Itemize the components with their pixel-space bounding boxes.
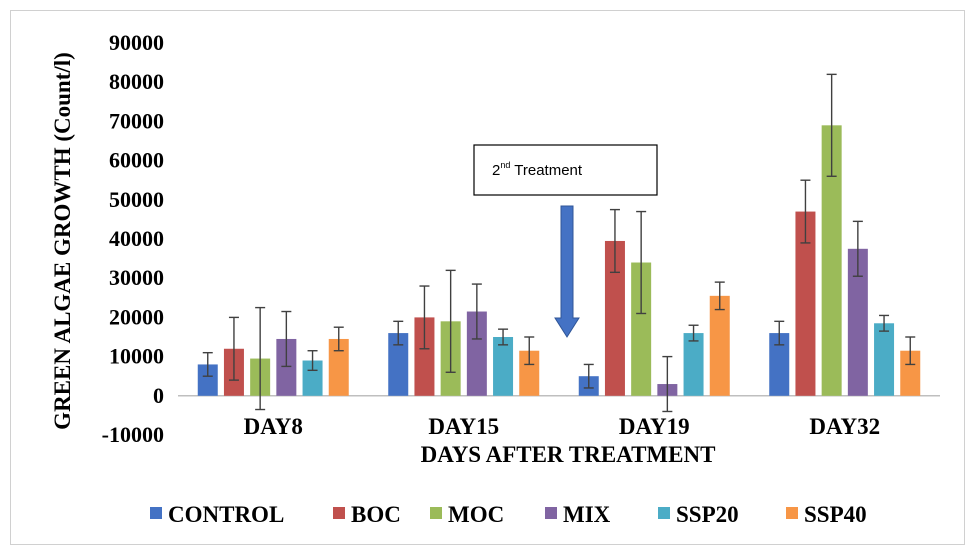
y-tick-label: 20000: [109, 304, 164, 329]
legend-swatch-control: [150, 507, 162, 519]
legend-swatch-moc: [430, 507, 442, 519]
legend-swatch-ssp40: [786, 507, 798, 519]
y-tick-label: 80000: [109, 69, 164, 94]
error-bar: [281, 310, 292, 368]
bar-boc-day32: [795, 211, 816, 396]
annotation-superscript: nd: [500, 160, 510, 170]
x-axis-title: DAYS AFTER TREATMENT: [421, 442, 716, 467]
bar-ssp40-day19: [709, 295, 730, 396]
bar-mix-day8: [276, 338, 297, 396]
bar-ssp20-day8: [302, 360, 323, 396]
error-bar: [852, 220, 863, 277]
bar-boc-day15: [414, 317, 435, 396]
legend-swatch-ssp20: [658, 507, 670, 519]
bar-moc-day32: [821, 125, 842, 396]
y-tick-label: 0: [153, 383, 164, 408]
bar-moc-day19: [631, 262, 652, 396]
legend-label-mix: MIX: [563, 502, 611, 527]
y-tick-label: 10000: [109, 344, 164, 369]
error-bar: [228, 316, 239, 381]
error-bar: [826, 73, 837, 177]
legend-label-control: CONTROL: [168, 502, 284, 527]
annotation-number: 2: [492, 162, 500, 179]
error-bar: [419, 285, 430, 350]
x-category-label: DAY32: [809, 414, 880, 439]
y-tick-label: 60000: [109, 148, 164, 173]
bar-control-day32: [769, 333, 790, 396]
error-bar: [445, 269, 456, 373]
bar-ssp20-day15: [493, 337, 514, 396]
error-bar: [393, 320, 404, 346]
error-bar: [471, 283, 482, 340]
bar-control-day8: [197, 364, 218, 396]
legend-label-ssp40: SSP40: [804, 502, 867, 527]
error-bar: [609, 208, 620, 274]
x-category-label: DAY19: [619, 414, 690, 439]
error-bar: [688, 324, 699, 342]
bar-series-group: [197, 125, 921, 396]
y-axis-ticks: -10000 0 10000 20000 30000 40000 50000 60000 700…: [102, 30, 164, 447]
legend: CONTROL BOC MOC MIX SSP20 SSP40: [150, 502, 867, 527]
x-category-label: DAY15: [428, 414, 499, 439]
bar-ssp40-day32: [900, 350, 921, 396]
y-tick-label: 50000: [109, 187, 164, 212]
legend-label-ssp20: SSP20: [676, 502, 739, 527]
bar-ssp20-day19: [683, 333, 704, 396]
legend-swatch-mix: [545, 507, 557, 519]
annotation-label: 2nd Treatment: [492, 160, 583, 179]
error-bar: [905, 336, 916, 366]
error-bar: [800, 179, 811, 244]
bar-ssp20-day32: [874, 323, 895, 396]
annotation-rest: Treatment: [510, 162, 583, 179]
error-bar: [307, 350, 318, 372]
error-bar: [774, 320, 785, 346]
treatment-annotation: 2nd Treatment: [473, 144, 658, 338]
error-bar: [714, 281, 725, 311]
x-category-label: DAY8: [244, 414, 303, 439]
bar-ssp40-day15: [519, 350, 540, 396]
annotation-box: [473, 144, 658, 196]
y-tick-label: 70000: [109, 108, 164, 133]
bar-mix-day15: [466, 311, 487, 396]
legend-label-boc: BOC: [351, 502, 401, 527]
error-bar: [636, 210, 647, 315]
error-bar: [879, 314, 890, 332]
error-bars-group: [202, 73, 916, 413]
bar-control-day15: [388, 333, 409, 396]
y-axis-title: GREEN ALGAE GROWTH (Count/l): [50, 52, 75, 430]
error-bar: [524, 336, 535, 366]
legend-swatch-boc: [333, 507, 345, 519]
down-arrow-icon: [554, 205, 580, 338]
y-tick-label: 90000: [109, 30, 164, 55]
y-tick-label: 30000: [109, 265, 164, 290]
legend-label-moc: MOC: [448, 502, 504, 527]
error-bar: [583, 363, 594, 389]
error-bar: [333, 326, 344, 352]
y-tick-label: -10000: [102, 422, 164, 447]
error-bar: [662, 355, 673, 413]
bar-mix-day32: [847, 248, 868, 396]
error-bar: [255, 306, 266, 411]
error-bar: [498, 328, 509, 346]
category-labels: DAY8 DAY15 DAY19 DAY32: [244, 414, 880, 439]
y-tick-label: 40000: [109, 226, 164, 251]
error-bar: [202, 351, 213, 377]
bar-ssp40-day8: [328, 338, 349, 396]
bar-boc-day19: [604, 240, 625, 396]
